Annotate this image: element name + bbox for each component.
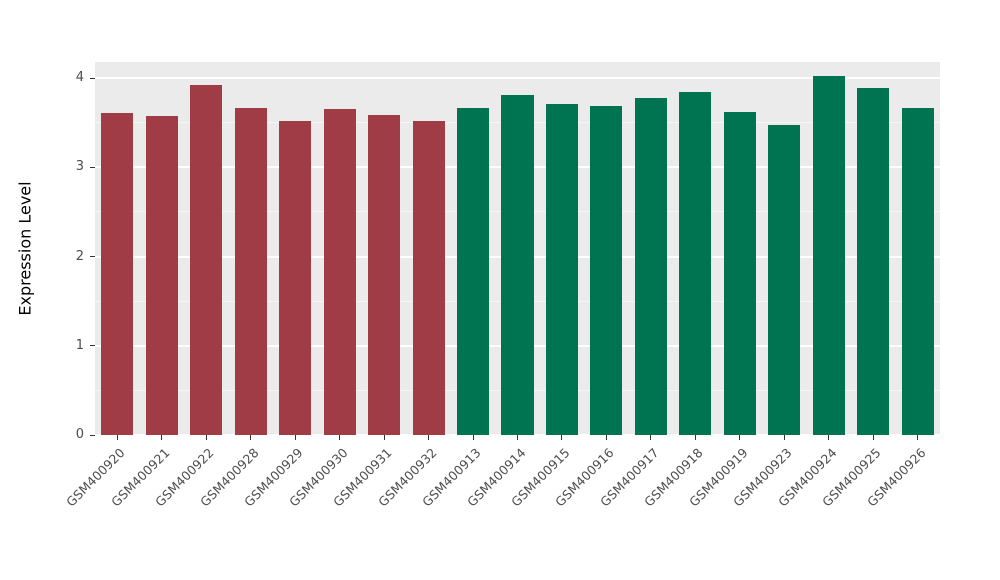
- plot-panel: [95, 62, 940, 436]
- y-axis-tick: [90, 77, 95, 79]
- bar-GSM400913: [457, 108, 490, 435]
- x-axis-tick: [294, 435, 296, 440]
- bar-GSM400921: [145, 115, 178, 435]
- x-axis-tick: [116, 435, 118, 440]
- x-axis-tick: [339, 435, 341, 440]
- x-axis-tick: [872, 435, 874, 440]
- y-axis-tick: [90, 434, 95, 436]
- y-axis-tick-label: 0: [75, 427, 84, 442]
- y-axis-tick-label: 1: [75, 337, 84, 353]
- x-axis-tick: [694, 435, 696, 440]
- bar-GSM400919: [723, 111, 756, 435]
- x-axis-tick: [205, 435, 207, 440]
- bar-GSM400932: [412, 120, 445, 435]
- y-axis-tick-label: 2: [75, 248, 84, 264]
- bar-GSM400914: [501, 95, 534, 435]
- bar-GSM400926: [901, 108, 934, 435]
- bar-GSM400920: [101, 112, 134, 435]
- bar-GSM400925: [857, 87, 890, 435]
- y-axis-title: Expression Level: [15, 181, 35, 316]
- x-axis-tick: [428, 435, 430, 440]
- x-axis-tick: [472, 435, 474, 440]
- y-axis-tick-label: 4: [75, 70, 84, 86]
- bar-GSM400916: [590, 105, 623, 435]
- x-axis-tick: [161, 435, 163, 440]
- bar-GSM400918: [679, 92, 712, 435]
- y-axis-title-container: Expression Level: [10, 62, 40, 435]
- x-axis-tick: [828, 435, 830, 440]
- x-axis-tick: [383, 435, 385, 440]
- x-axis-tick: [739, 435, 741, 440]
- bar-GSM400917: [634, 97, 667, 435]
- bar-GSM400923: [768, 125, 801, 435]
- y-axis-tick-label: 3: [75, 159, 84, 175]
- y-axis-tick: [90, 345, 95, 347]
- x-axis-tick: [517, 435, 518, 440]
- x-axis-tick: [917, 435, 919, 440]
- x-axis-tick: [783, 435, 785, 440]
- y-axis-tick: [90, 256, 95, 258]
- bar-GSM400928: [234, 107, 267, 435]
- bar-GSM400915: [545, 103, 578, 435]
- bar-GSM400929: [279, 120, 312, 435]
- x-axis-tick: [250, 435, 252, 440]
- x-axis-tick: [561, 435, 563, 440]
- bar-GSM400922: [190, 85, 223, 435]
- bar-GSM400931: [368, 114, 401, 435]
- x-axis-tick: [650, 435, 652, 440]
- x-axis-tick: [605, 435, 607, 440]
- bar-GSM400930: [323, 109, 356, 435]
- bar-GSM400924: [812, 76, 845, 435]
- y-axis-tick: [90, 166, 95, 168]
- gridline-major: [95, 77, 940, 80]
